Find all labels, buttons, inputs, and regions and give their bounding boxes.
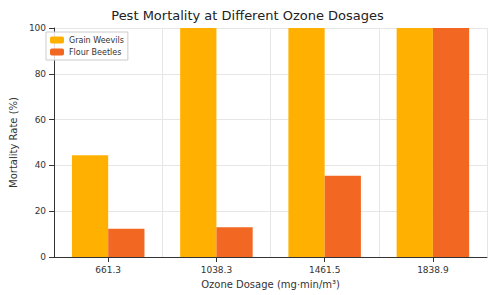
svg-text:0: 0 (40, 252, 46, 262)
svg-text:80: 80 (35, 69, 47, 79)
svg-text:Grain Weevils: Grain Weevils (69, 36, 124, 45)
svg-text:1461.5: 1461.5 (309, 265, 341, 275)
svg-text:661.3: 661.3 (95, 265, 121, 275)
svg-text:Mortality Rate (%): Mortality Rate (%) (8, 97, 19, 188)
svg-text:1038.3: 1038.3 (201, 265, 233, 275)
svg-text:1838.9: 1838.9 (417, 265, 449, 275)
svg-text:Ozone Dosage (mg·min/m³): Ozone Dosage (mg·min/m³) (201, 279, 340, 290)
svg-text:Flour Beetles: Flour Beetles (69, 48, 121, 57)
svg-text:60: 60 (35, 115, 47, 125)
svg-text:40: 40 (35, 160, 47, 170)
svg-text:Pest Mortality at Different Oz: Pest Mortality at Different Ozone Dosage… (111, 8, 384, 23)
svg-text:100: 100 (29, 23, 46, 33)
svg-text:20: 20 (35, 206, 47, 216)
